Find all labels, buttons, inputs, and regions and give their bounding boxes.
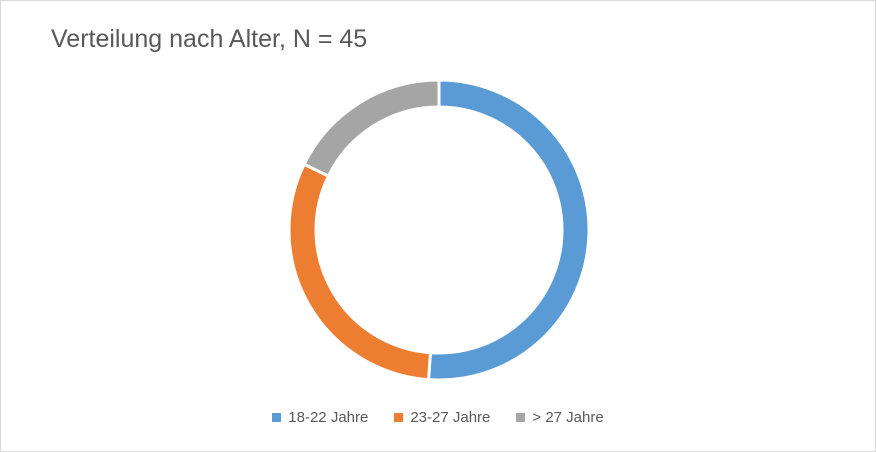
- legend-label-23-27: 23-27 Jahre: [410, 409, 491, 426]
- legend-item-over-27: > 27 Jahre: [516, 409, 604, 426]
- legend-label-over-27: > 27 Jahre: [532, 409, 604, 426]
- legend-swatch-18-22: [272, 413, 282, 422]
- donut-slice-18-22: [427, 78, 591, 382]
- legend-item-18-22: 18-22 Jahre: [272, 409, 368, 426]
- chart-legend: 18-22 Jahre 23-27 Jahre > 27 Jahre: [1, 409, 875, 426]
- legend-label-18-22: 18-22 Jahre: [288, 409, 369, 426]
- legend-swatch-over-27: [516, 413, 526, 422]
- chart-title: Verteilung nach Alter, N = 45: [51, 25, 368, 53]
- legend-swatch-23-27: [394, 413, 404, 422]
- donut-slice-23-27: [287, 162, 432, 382]
- legend-item-23-27: 23-27 Jahre: [394, 409, 490, 426]
- donut-slice-over-27: [302, 78, 441, 178]
